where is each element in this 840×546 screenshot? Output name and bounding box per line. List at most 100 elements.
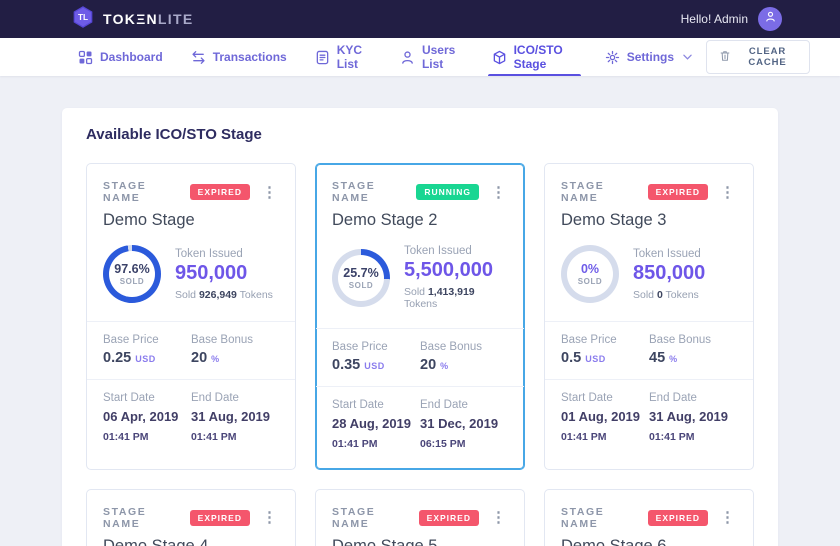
stage-card: STAGE NAME EXPIRED ⋮ Demo Stage 6 0% SOL… bbox=[544, 488, 754, 546]
kebab-menu-icon[interactable]: ⋮ bbox=[262, 509, 277, 527]
nav-label: Settings bbox=[626, 50, 675, 64]
brand-primary: TOKΞN bbox=[103, 11, 158, 27]
base-price-unit: USD bbox=[135, 354, 156, 364]
base-bonus-value: 20 bbox=[191, 350, 208, 366]
end-date-label: End Date bbox=[649, 392, 697, 404]
stage-card: STAGE NAME EXPIRED ⋮ Demo Stage 5 0% SOL… bbox=[315, 488, 525, 546]
start-date-value: 01 Aug, 2019 bbox=[561, 409, 641, 424]
stage-card: STAGE NAME RUNNING ⋮ Demo Stage 2 25.7% … bbox=[315, 163, 525, 470]
nav-item-dashboard[interactable]: Dashboard bbox=[64, 38, 177, 76]
token-issued-label: Token Issued bbox=[175, 247, 243, 260]
base-bonus-value: 45 bbox=[649, 350, 666, 366]
users-list-icon bbox=[400, 50, 415, 65]
tokens-suffix: Tokens bbox=[404, 298, 438, 310]
status-badge: EXPIRED bbox=[189, 509, 250, 526]
kyc-list-icon bbox=[315, 50, 330, 65]
start-date-label: Start Date bbox=[103, 392, 155, 404]
sold-prefix: Sold bbox=[175, 288, 197, 301]
donut-sold-label: SOLD bbox=[119, 277, 145, 286]
sold-tokens-value: 1,413,919 bbox=[427, 286, 475, 298]
nav-item-kyc-list[interactable]: KYC List bbox=[301, 38, 386, 76]
base-price-label: Base Price bbox=[561, 334, 617, 346]
stage-title: Demo Stage 6 bbox=[561, 536, 667, 546]
kebab-menu-icon[interactable]: ⋮ bbox=[720, 509, 735, 527]
end-time-value: 01:41 PM bbox=[649, 430, 695, 443]
start-date-label: Start Date bbox=[561, 392, 613, 404]
stage-title: Demo Stage 2 bbox=[332, 211, 438, 229]
nav-label: KYC List bbox=[336, 43, 363, 71]
nav-item-users-list[interactable]: Users List bbox=[386, 38, 478, 76]
start-time-value: 01:41 PM bbox=[103, 430, 149, 443]
end-time-value: 06:15 PM bbox=[420, 437, 466, 450]
stage-name-label: STAGE NAME bbox=[561, 505, 605, 530]
kebab-menu-icon[interactable]: ⋮ bbox=[491, 183, 506, 201]
stage-title: Demo Stage 3 bbox=[561, 211, 667, 229]
base-price-value: 0.5 bbox=[561, 350, 582, 366]
start-time-value: 01:41 PM bbox=[561, 430, 607, 443]
status-badge: EXPIRED bbox=[189, 184, 250, 200]
page-title: Available ICO/STO Stage bbox=[86, 126, 262, 143]
trash-icon bbox=[719, 50, 731, 65]
transactions-icon bbox=[191, 50, 206, 65]
stage-card: STAGE NAME EXPIRED ⋮ Demo Stage 3 0% SOL… bbox=[544, 163, 754, 470]
end-date-value: 31 Dec, 2019 bbox=[420, 416, 499, 431]
stage-card: STAGE NAME EXPIRED ⋮ Demo Stage 4 0% SOL… bbox=[86, 488, 296, 546]
stage-name-label: STAGE NAME bbox=[103, 505, 147, 530]
token-issued-value: 950,000 bbox=[175, 261, 248, 284]
nav-label: Dashboard bbox=[100, 50, 163, 64]
donut-chart: 25.7% SOLD bbox=[332, 248, 390, 307]
end-time-value: 01:41 PM bbox=[191, 430, 237, 443]
end-date-value: 31 Aug, 2019 bbox=[191, 409, 271, 424]
stage-card: STAGE NAME EXPIRED ⋮ Demo Stage 97.6% SO… bbox=[86, 163, 296, 470]
base-bonus-unit: % bbox=[440, 361, 449, 371]
donut-chart: 0% SOLD bbox=[561, 245, 619, 303]
status-badge: EXPIRED bbox=[647, 184, 708, 200]
avatar[interactable] bbox=[758, 7, 782, 31]
stage-name-label: STAGE NAME bbox=[103, 180, 147, 204]
sold-prefix: Sold bbox=[404, 286, 426, 298]
stage-name-label: STAGE NAME bbox=[332, 180, 376, 204]
kebab-menu-icon[interactable]: ⋮ bbox=[491, 509, 506, 527]
greeting-text: Hello! Admin bbox=[680, 12, 748, 26]
nav-item-transactions[interactable]: Transactions bbox=[177, 38, 301, 76]
donut-percent: 0% bbox=[580, 262, 600, 276]
clear-cache-button[interactable]: CLEAR CACHE bbox=[706, 40, 810, 74]
donut-sold-label: SOLD bbox=[577, 277, 603, 286]
content-area: Available ICO/STO Stage STAGE NAME EXPIR… bbox=[0, 76, 840, 546]
nav-item-settings[interactable]: Settings bbox=[591, 38, 706, 76]
tokens-suffix: Tokens bbox=[239, 288, 273, 301]
base-bonus-value: 20 bbox=[420, 357, 437, 373]
nav-label: Users List bbox=[421, 43, 456, 71]
svg-text:TL: TL bbox=[78, 13, 88, 22]
stages-panel: Available ICO/STO Stage STAGE NAME EXPIR… bbox=[62, 108, 778, 546]
token-issued-value: 5,500,000 bbox=[404, 259, 493, 281]
nav-label: Transactions bbox=[212, 50, 287, 64]
nav-label: ICO/STO Stage bbox=[513, 43, 563, 71]
base-price-value: 0.25 bbox=[103, 350, 132, 366]
donut-sold-label: SOLD bbox=[348, 280, 374, 290]
nav-item-ico-sto-stage[interactable]: ICO/STO Stage bbox=[478, 38, 591, 76]
base-price-unit: USD bbox=[364, 361, 385, 371]
end-date-value: 31 Aug, 2019 bbox=[649, 409, 729, 424]
gear-icon bbox=[605, 50, 620, 65]
base-bonus-unit: % bbox=[211, 354, 220, 364]
sold-tokens-value: 0 bbox=[656, 288, 663, 301]
start-date-label: Start Date bbox=[332, 399, 384, 411]
sold-prefix: Sold bbox=[633, 288, 655, 301]
dashboard-icon bbox=[78, 50, 93, 65]
clear-cache-label: CLEAR CACHE bbox=[748, 46, 787, 68]
status-badge: EXPIRED bbox=[418, 509, 479, 526]
base-bonus-label: Base Bonus bbox=[649, 334, 712, 346]
tokens-suffix: Tokens bbox=[665, 288, 699, 301]
brand-secondary: LITE bbox=[157, 11, 194, 27]
stage-title: Demo Stage 5 bbox=[332, 536, 438, 546]
end-date-label: End Date bbox=[420, 399, 468, 411]
sold-tokens-value: 926,949 bbox=[198, 288, 237, 301]
kebab-menu-icon[interactable]: ⋮ bbox=[262, 183, 277, 201]
stage-grid: STAGE NAME EXPIRED ⋮ Demo Stage 97.6% SO… bbox=[86, 163, 754, 546]
top-header: TL TOKΞNLITE Hello! Admin bbox=[0, 0, 840, 38]
brand[interactable]: TL TOKΞNLITE bbox=[72, 5, 194, 33]
status-badge: EXPIRED bbox=[647, 509, 708, 526]
token-issued-label: Token Issued bbox=[404, 245, 472, 257]
kebab-menu-icon[interactable]: ⋮ bbox=[720, 183, 735, 201]
